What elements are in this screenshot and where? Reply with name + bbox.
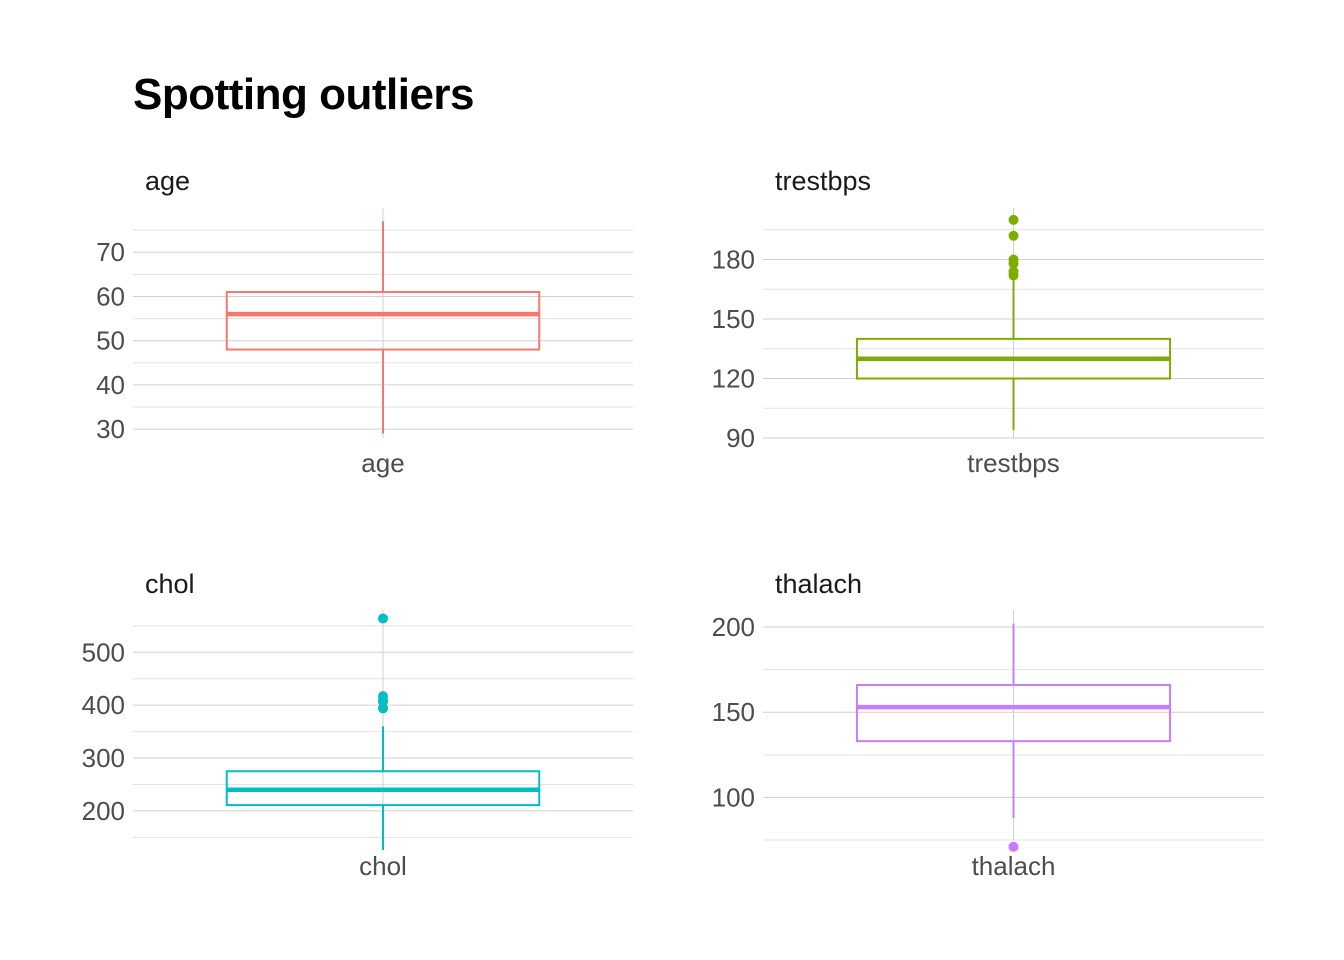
y-tick-label: 30 (96, 414, 125, 444)
y-tick-label: 200 (712, 612, 755, 642)
outlier-point (378, 613, 388, 624)
facet-label: age (145, 166, 190, 196)
facet-label: thalach (775, 569, 862, 599)
y-tick-label: 400 (82, 690, 125, 720)
facet-label: trestbps (775, 166, 871, 196)
facet-label: chol (145, 569, 195, 599)
y-tick-label: 120 (712, 364, 755, 394)
outlier-point (1008, 254, 1019, 265)
outlier-point (378, 691, 388, 702)
chart-title: Spotting outliers (133, 70, 475, 119)
outlier-point (1008, 230, 1019, 241)
y-tick-label: 500 (82, 637, 125, 667)
x-tick-label: thalach (972, 851, 1056, 881)
outlier-point (1008, 841, 1019, 852)
x-tick-label: age (361, 448, 404, 478)
y-tick-label: 180 (712, 245, 755, 275)
iqr-box (225, 291, 541, 351)
outlier-point (378, 703, 388, 714)
y-tick-label: 100 (712, 782, 755, 812)
y-tick-label: 300 (82, 743, 125, 773)
y-tick-label: 70 (96, 237, 125, 267)
y-tick-label: 150 (712, 697, 755, 727)
y-tick-label: 90 (726, 423, 755, 453)
iqr-box (855, 683, 1172, 743)
outlier-point (1008, 214, 1019, 225)
y-tick-label: 50 (96, 326, 125, 356)
y-tick-label: 150 (712, 304, 755, 334)
x-tick-label: chol (359, 851, 407, 881)
y-tick-label: 200 (82, 796, 125, 826)
x-tick-label: trestbps (967, 448, 1060, 478)
y-tick-label: 40 (96, 370, 125, 400)
outlier-point (1008, 266, 1019, 277)
y-tick-label: 60 (96, 281, 125, 311)
